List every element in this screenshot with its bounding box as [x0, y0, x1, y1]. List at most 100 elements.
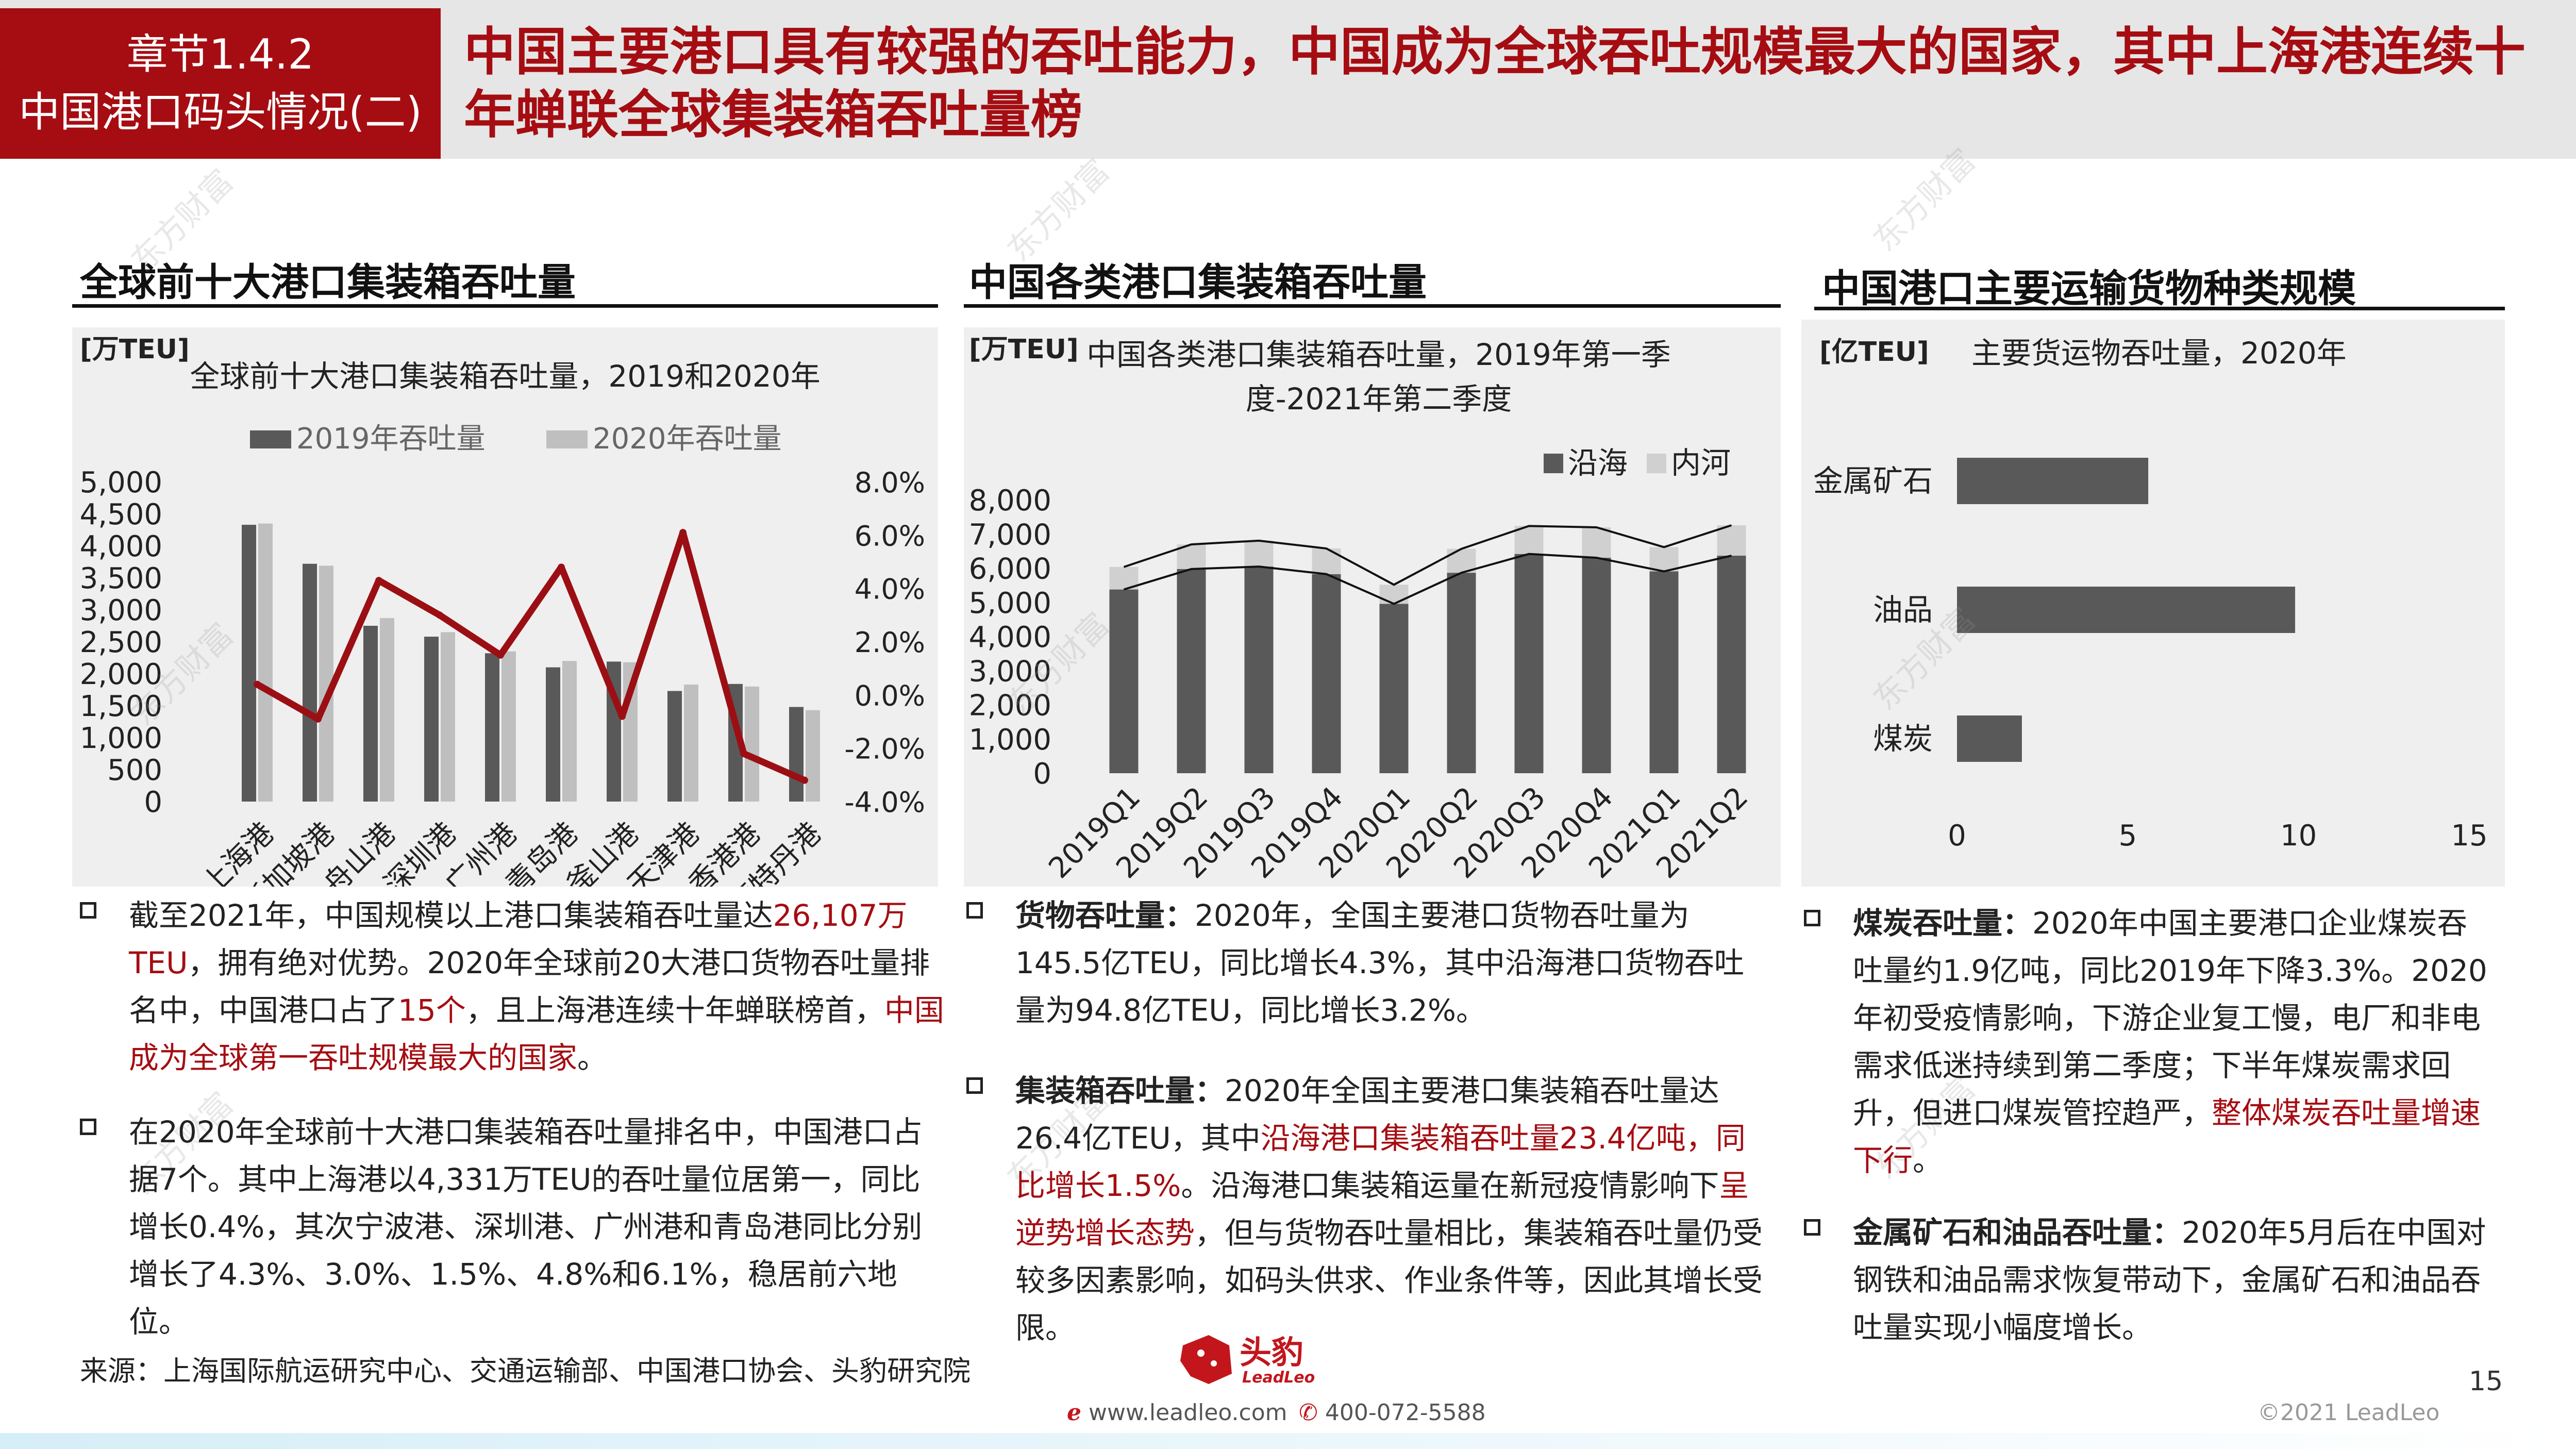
bar-2019 — [242, 525, 256, 802]
chart3-unit: [亿TEU] — [1819, 337, 1929, 368]
legend-2019-swatch — [250, 430, 291, 448]
growth-line — [255, 529, 806, 784]
text: 。 — [1913, 1143, 1943, 1178]
legend-coastal-label: 沿海 — [1568, 445, 1628, 480]
page-number: 15 — [2469, 1366, 2503, 1397]
china-ports-quarterly-chart: [万TEU] 中国各类港口集装箱吞吐量，2019年第一季度-2021年第二季度 … — [964, 327, 1781, 887]
bar-coastal — [1312, 574, 1341, 773]
bar-coastal — [1109, 589, 1139, 773]
left-bullet-1: 截至2021年，中国规模以上港口集装箱吞吐量达26,107万TEU，拥有绝对优势… — [80, 892, 946, 1082]
text: ，拥有绝对优势。2020年全球前20大港口货物吞吐量排名中，中国港口占了 — [129, 945, 930, 1028]
bar-2020 — [806, 710, 820, 802]
bullet-box-icon — [966, 1077, 983, 1094]
bar-2020 — [258, 523, 273, 802]
bar-inland — [1244, 540, 1274, 567]
highlight: 中国成为全球第一吞吐规模最大的国家 — [129, 993, 944, 1075]
bullet-heading: 煤炭吞吐量： — [1853, 906, 2033, 941]
growth-point — [679, 529, 687, 537]
bullet-heading: 金属矿石和油品吞吐量： — [1853, 1215, 2182, 1250]
highlight: 15个 — [398, 993, 466, 1028]
section-code: 章节1.4.2 — [126, 30, 314, 78]
chart3-title: 主要货运物吞吐量，2020年 — [1971, 336, 2347, 371]
source-note: 来源：上海国际航运研究中心、交通运输部、中国港口协会、头豹研究院 — [80, 1355, 971, 1387]
y-tick-label: 1,000 — [80, 722, 162, 755]
bar-2020 — [501, 651, 516, 802]
bar-2019 — [485, 653, 499, 802]
y-tick-label: 5,000 — [80, 466, 162, 499]
growth-point — [497, 651, 504, 659]
text: 2020年，全国主要港口货物吞吐量为145.5亿TEU，同比增长4.3%，其中沿… — [1015, 898, 1744, 1028]
text: 截至2021年，中国规模以上港口集装箱吞吐量达 — [129, 898, 773, 933]
cargo-types-chart: [亿TEU] 主要货运物吞吐量，2020年 金属矿石 油品 煤炭 0 5 10 15 — [1801, 320, 2505, 887]
bar-coastal — [1244, 567, 1274, 773]
growth-point — [740, 750, 747, 757]
legend-inland-label: 内河 — [1671, 445, 1731, 480]
y-tick-label: 7,000 — [969, 518, 1051, 552]
bar-2019 — [363, 626, 378, 802]
china-ports-quarterly-svg: [万TEU] 中国各类港口集装箱吞吐量，2019年第一季度-2021年第二季度 … — [969, 334, 1755, 885]
legend-inland-swatch — [1647, 454, 1666, 473]
bar-2019 — [667, 691, 682, 802]
website-link[interactable]: ℯ www.leadleo.com — [1067, 1400, 1287, 1426]
growth-point — [801, 776, 808, 784]
x-tick-label: 5 — [2119, 819, 2137, 853]
y-tick-label: 2,000 — [969, 689, 1051, 723]
bar-inland — [1717, 525, 1746, 556]
bullet-heading: 货物吞吐量： — [1015, 898, 1195, 933]
page-title: 中国主要港口具有较强的吞吐能力，中国成为全球吞吐规模最大的国家，其中上海港连续十… — [464, 22, 2525, 145]
legend-coastal-swatch — [1544, 454, 1563, 473]
growth-point — [436, 611, 443, 619]
y-tick-label: 500 — [107, 754, 162, 787]
y-tick-label: 8,000 — [969, 484, 1051, 518]
cargo-category-label: 金属矿石 — [1813, 463, 1933, 498]
watermark: 东方财富 — [1865, 141, 1983, 259]
total-trend-line — [1123, 524, 1732, 586]
y2-tick-label: -2.0% — [844, 733, 925, 765]
bullet-box-icon — [966, 902, 983, 919]
y2-tick-label: 8.0% — [855, 467, 925, 499]
watermark: 东方财富 — [1865, 600, 1983, 718]
y-tick-label: 4,000 — [969, 621, 1051, 654]
y-tick-label: 0 — [1033, 757, 1051, 791]
middle-panel-rule — [964, 304, 1781, 308]
cargo-bar — [1957, 715, 2022, 762]
right-panel-title: 中国港口主要运输货物种类规模 — [1822, 267, 2356, 311]
highlight: 整体煤炭吞吐量增速下行 — [1853, 1095, 2481, 1178]
website-text: www.leadleo.com — [1089, 1400, 1287, 1426]
text: ，且上海港连续十年蝉联榜首， — [465, 993, 884, 1028]
leadleo-logo: 头豹 LeadLeo — [1173, 1325, 1358, 1392]
cargo-bar — [1957, 587, 2296, 633]
phone-icon: ✆ — [1299, 1400, 1318, 1426]
y2-tick-label: 0.0% — [855, 679, 925, 712]
y-tick-label: 5,000 — [969, 587, 1051, 620]
text: 。 — [577, 1040, 608, 1075]
phone-text: 400-072-5588 — [1325, 1400, 1486, 1426]
bar-coastal — [1717, 555, 1746, 773]
bullet-box-icon — [80, 902, 96, 919]
bar-coastal — [1514, 554, 1544, 773]
bar-2019 — [546, 667, 560, 802]
watermark: 东方财富 — [999, 605, 1117, 723]
bar-2020 — [684, 685, 698, 802]
y-tick-label: 0 — [144, 786, 162, 819]
legend-2020-label: 2020年吞吐量 — [593, 422, 782, 456]
bar-inland — [1582, 527, 1611, 558]
growth-point — [375, 577, 382, 585]
chart2-unit: [万TEU] — [969, 334, 1079, 365]
section-name: 中国港口码头情况(二) — [19, 88, 422, 136]
y-tick-label: 2,500 — [80, 626, 162, 659]
text: 2020年全国主要港口集装箱吞吐量达26.4亿TEU，其中 — [1015, 1073, 1719, 1156]
growth-point — [618, 712, 626, 720]
bar-coastal — [1582, 557, 1611, 773]
middle-bullets: 货物吞吐量：2020年，全国主要港口货物吞吐量为145.5亿TEU，同比增长4.… — [966, 892, 1770, 1356]
y-tick-label: 1,000 — [969, 723, 1051, 757]
cargo-bar — [1957, 458, 2149, 504]
chart1-title: 全球前十大港口集装箱吞吐量，2019和2020年 — [190, 359, 820, 394]
growth-point — [558, 563, 565, 571]
middle-bullet-2: 集装箱吞吐量：2020年全国主要港口集装箱吞吐量达26.4亿TEU，其中沿海港口… — [966, 1067, 1770, 1356]
text: 。沿海港口集装箱运量在新冠疫情影响下 — [1181, 1168, 1719, 1203]
bar-2019 — [789, 707, 804, 802]
bar-2019 — [424, 637, 439, 802]
bar-2020 — [380, 618, 394, 802]
x-tick-label: 10 — [2280, 819, 2317, 853]
